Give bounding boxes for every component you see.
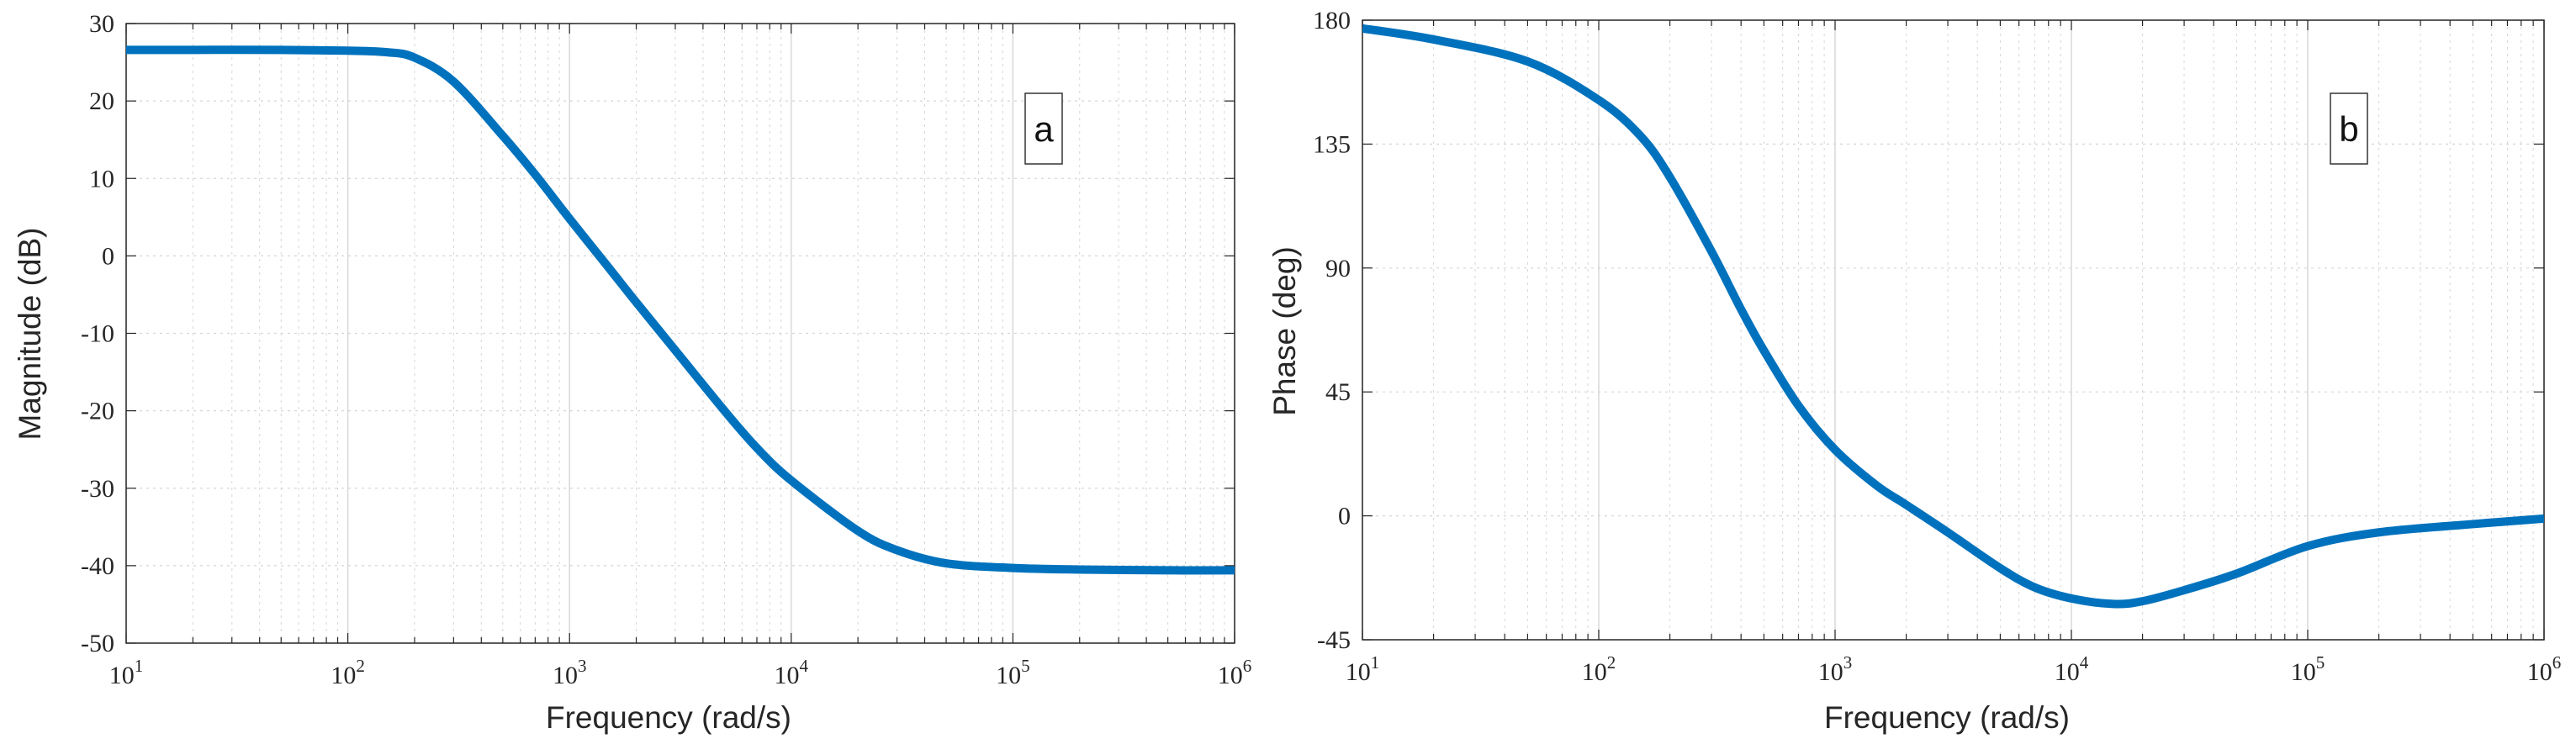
phase-x-tick-label: 106	[2527, 652, 2562, 686]
magnitude-y-tick-label: -40	[81, 552, 114, 580]
phase-x-tick-label: 105	[2291, 652, 2325, 686]
magnitude-y-tick-label: -10	[81, 320, 114, 348]
magnitude-annotation-box: a	[1024, 92, 1063, 165]
magnitude-x-axis-label: Frequency (rad/s)	[546, 700, 791, 735]
magnitude-y-tick-label: 0	[102, 242, 114, 270]
phase-y-tick-label: 0	[1338, 503, 1351, 530]
phase-annotation-label: b	[2339, 109, 2358, 149]
magnitude-x-tick-label: 101	[109, 656, 144, 689]
phase-y-axis-label: Phase (deg)	[1267, 246, 1302, 416]
magnitude-x-tick-label: 103	[553, 656, 587, 689]
phase-x-tick-label: 102	[1582, 652, 1616, 686]
magnitude-series-line	[126, 45, 1235, 575]
phase-x-axis-label: Frequency (rad/s)	[1824, 700, 2070, 735]
phase-x-tick-label: 103	[1818, 652, 1853, 686]
magnitude-y-tick-label: -30	[81, 475, 114, 503]
magnitude-annotation-label: a	[1034, 109, 1054, 149]
magnitude-x-tick-label: 104	[775, 656, 809, 689]
magnitude-y-axis-label: Magnitude (dB)	[13, 228, 47, 441]
phase-y-tick-label: 180	[1313, 7, 1351, 34]
magnitude-y-tick-label: 30	[89, 10, 114, 38]
phase-x-tick-label: 104	[2055, 652, 2089, 686]
phase-y-tick-label: 90	[1325, 255, 1351, 282]
magnitude-y-tick-label: -20	[81, 398, 114, 425]
phase-annotation-box: b	[2330, 92, 2368, 165]
magnitude-x-tick-label: 106	[1218, 656, 1252, 689]
magnitude-x-tick-label: 105	[996, 656, 1030, 689]
magnitude-y-tick-label: 10	[89, 165, 114, 193]
magnitude-y-tick-label: -50	[81, 630, 114, 657]
phase-plot-frame	[1362, 19, 2545, 641]
phase-y-tick-label: 135	[1313, 130, 1351, 158]
phase-x-tick-label: 101	[1346, 652, 1380, 686]
phase-y-tick-label: 45	[1325, 378, 1351, 406]
magnitude-x-tick-label: 102	[331, 656, 365, 689]
phase-series-line	[1362, 24, 2544, 609]
phase-y-tick-label: -45	[1317, 626, 1351, 654]
magnitude-y-tick-label: 20	[89, 87, 114, 115]
